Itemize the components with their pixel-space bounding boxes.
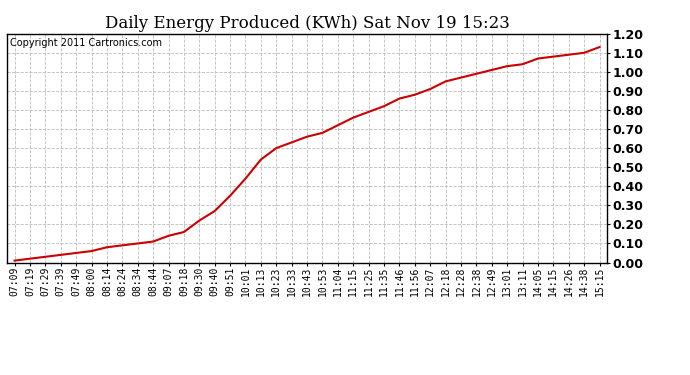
Title: Daily Energy Produced (KWh) Sat Nov 19 15:23: Daily Energy Produced (KWh) Sat Nov 19 1… xyxy=(105,15,509,32)
Text: Copyright 2011 Cartronics.com: Copyright 2011 Cartronics.com xyxy=(10,38,162,48)
